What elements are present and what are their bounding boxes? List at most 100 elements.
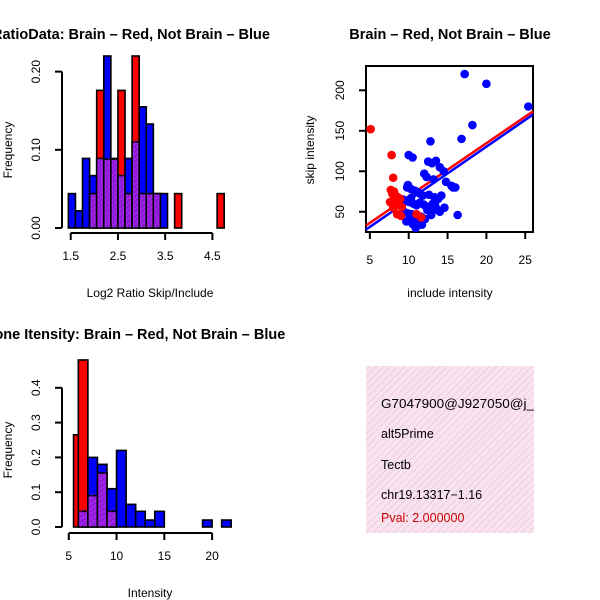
overlap-hatch	[126, 208, 131, 214]
intensity-histogram-panel: Exone Itensity: Brain – Red, Not Brain –…	[0, 327, 285, 600]
overlap-hatch	[105, 213, 110, 219]
overlap-hatch	[140, 213, 145, 219]
overlap-bar	[110, 158, 119, 229]
overlap-hatch	[105, 208, 110, 214]
overlap-hatch	[133, 223, 138, 229]
overlap-hatch	[148, 218, 152, 224]
not-brain-bar	[134, 510, 147, 528]
overlap-hatch	[148, 213, 152, 219]
overlap-hatch	[119, 223, 124, 229]
overlap-hatch	[80, 522, 87, 528]
y-tick-label: 0.0	[29, 518, 43, 535]
overlap-hatch	[105, 188, 110, 194]
overlap-hatch	[112, 223, 117, 229]
overlap-hatch	[89, 517, 96, 523]
brain-point	[387, 150, 396, 160]
overlap-hatch	[112, 193, 117, 199]
brain-point	[416, 213, 426, 222]
overlap-hatch	[105, 158, 110, 164]
not-brain-bar	[159, 192, 169, 229]
overlap-hatch	[80, 512, 87, 518]
scatter-ylabel: skip intensity	[303, 116, 317, 185]
overlap-hatch	[112, 213, 117, 219]
ratio-histogram-ylabel: Frequency	[1, 122, 15, 179]
not-brain-point	[468, 120, 477, 130]
overlap-hatch	[99, 512, 106, 518]
scatter-plot-box	[365, 65, 534, 233]
scatter-title: Brain – Red, Not Brain – Blue	[349, 27, 550, 43]
overlap-hatch	[99, 497, 106, 503]
overlap-hatch	[148, 223, 152, 229]
scatter-xlabel: include intensity	[407, 286, 492, 300]
overlap-hatch	[112, 188, 117, 194]
not-brain-point	[406, 193, 416, 203]
brain-point	[388, 173, 398, 183]
brain-point	[397, 202, 407, 212]
x-tick-label: 15	[158, 549, 172, 563]
overlap-hatch	[80, 517, 87, 523]
y-tick-label: 100	[333, 161, 347, 181]
overlap-hatch	[112, 203, 117, 209]
overlap-hatch	[119, 173, 124, 179]
overlap-hatch	[119, 203, 124, 209]
overlap-bar	[102, 158, 112, 229]
not-brain-bar	[115, 449, 127, 528]
overlap-hatch	[99, 472, 106, 478]
overlap-hatch	[112, 173, 117, 179]
not-brain-point	[422, 172, 431, 182]
overlap-hatch	[98, 163, 103, 169]
overlap-hatch	[99, 502, 106, 508]
not-brain-point	[524, 102, 533, 111]
overlap-hatch	[133, 153, 138, 159]
not-brain-point	[417, 220, 427, 230]
overlap-hatch	[98, 198, 103, 204]
intensity-scatter-panel: Brain – Red, Not Brain – Blue 5 10 15 20 255…	[303, 27, 551, 300]
overlap-hatch	[91, 198, 95, 204]
overlap-hatch	[105, 193, 110, 199]
info-panel-background	[366, 366, 534, 533]
overlap-hatch	[126, 193, 131, 199]
y-tick-label: 50	[333, 205, 347, 219]
overlap-hatch	[105, 173, 110, 179]
overlap-hatch	[105, 218, 110, 224]
x-tick-label: 25	[519, 253, 533, 267]
x-tick-label: 3.5	[157, 249, 174, 263]
y-tick-label: 150	[333, 120, 347, 140]
overlap-hatch	[133, 148, 138, 154]
overlap-bar	[117, 174, 126, 229]
overlap-hatch	[98, 168, 103, 174]
overlap-hatch	[148, 203, 152, 209]
intensity-histogram-title: Exone Itensity: Brain – Red, Not Brain –…	[0, 327, 285, 343]
overlap-hatch	[112, 178, 117, 184]
overlap-hatch	[98, 223, 103, 229]
x-tick-label: 10	[402, 253, 416, 267]
not-brain-bar	[67, 192, 77, 229]
overlap-hatch	[155, 223, 159, 229]
x-tick-label: 15	[441, 253, 455, 267]
overlap-hatch	[119, 178, 124, 184]
overlap-hatch	[112, 218, 117, 224]
overlap-hatch	[105, 198, 110, 204]
overlap-hatch	[98, 218, 103, 224]
brain-point	[396, 211, 406, 221]
not-brain-point	[448, 183, 458, 192]
overlap-hatch	[140, 198, 145, 204]
overlap-hatch	[126, 213, 131, 219]
info-event-id: G7047900@J927050@j_	[381, 397, 535, 411]
y-tick-label: 0.10	[29, 138, 43, 162]
not-brain-point	[426, 137, 435, 146]
ratio-histogram-panel: RatioData: Brain – Red, Not Brain – Blue…	[0, 27, 270, 300]
overlap-hatch	[140, 208, 145, 214]
x-tick-label: 1.5	[62, 249, 79, 263]
overlap-hatch	[112, 163, 117, 169]
overlap-hatch	[89, 512, 96, 518]
y-tick-label: 0.20	[29, 60, 43, 84]
overlap-hatch	[105, 163, 110, 169]
brain-point	[366, 124, 375, 134]
overlap-hatch	[89, 497, 96, 503]
overlap-hatch	[140, 223, 145, 229]
overlap-hatch	[148, 198, 152, 204]
overlap-hatch	[155, 198, 159, 204]
x-tick-label: 5	[367, 253, 374, 267]
brain-bar	[216, 192, 225, 229]
